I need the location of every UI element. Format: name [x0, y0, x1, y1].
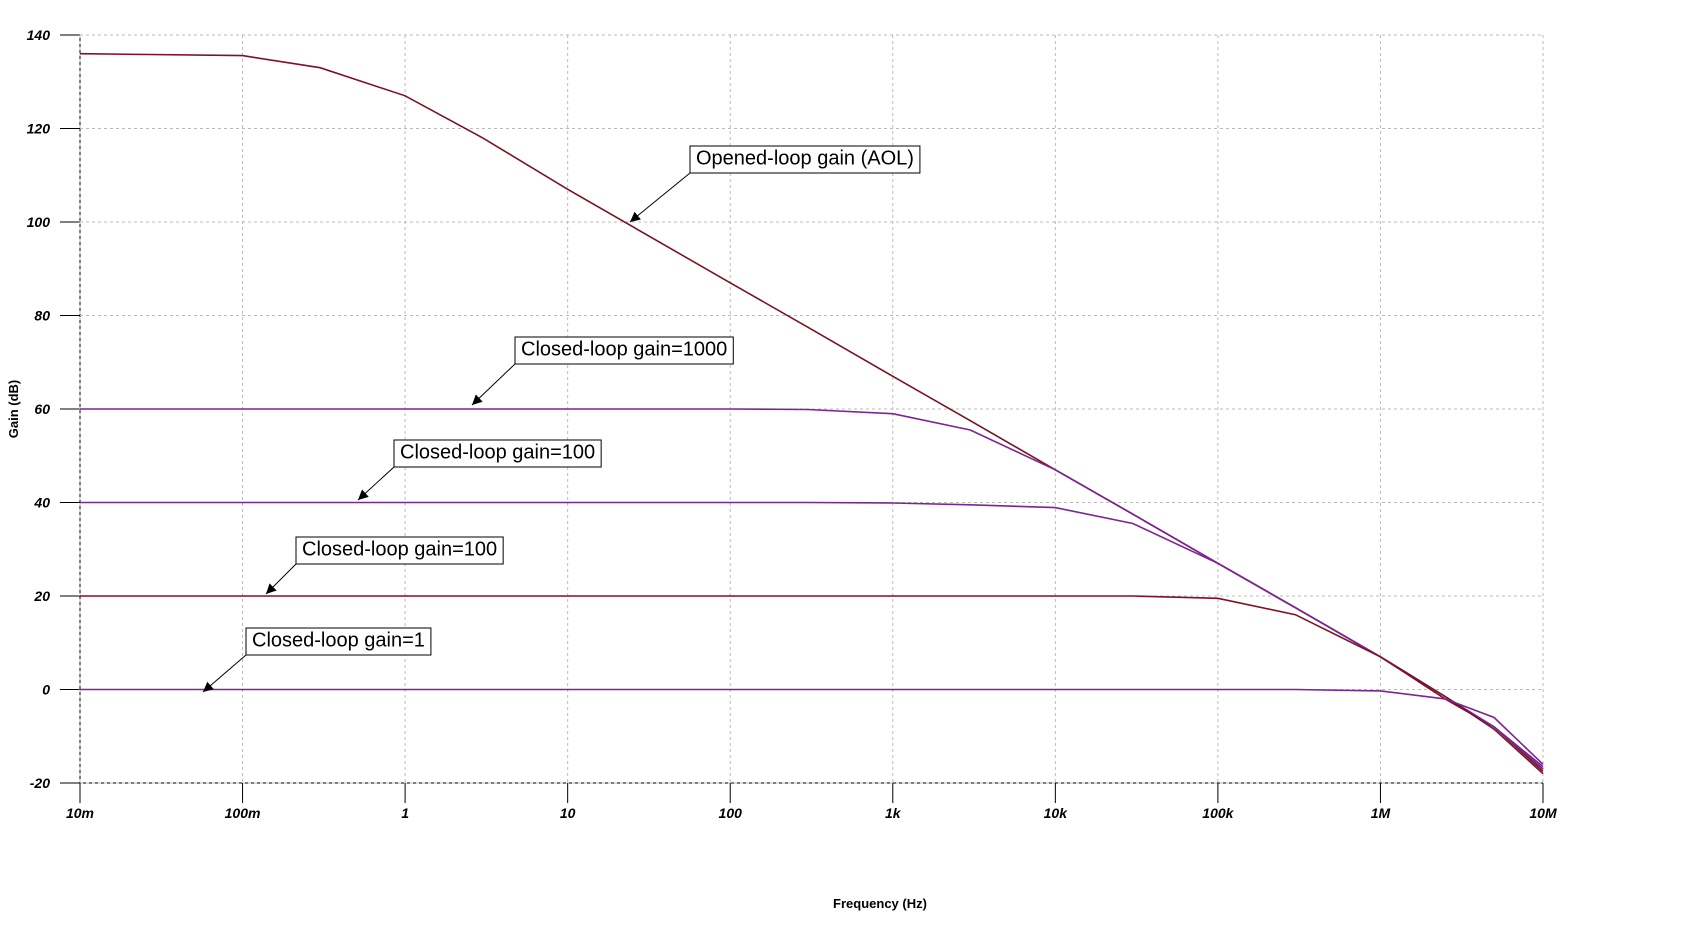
y-axis-label: Gain (dB) — [6, 380, 21, 439]
y-tick-label: 0 — [42, 682, 50, 698]
annotation-text: Closed-loop gain=1000 — [521, 338, 727, 360]
annotation-box — [689, 145, 921, 174]
annotation-text: Closed-loop gain=100 — [400, 441, 595, 463]
x-tick-label: 100m — [225, 805, 261, 821]
annotation-text: Closed-loop gain=1 — [252, 629, 425, 651]
x-tick-label: 10k — [1044, 805, 1069, 821]
annotation: Closed-loop gain=1 — [202, 627, 432, 693]
x-tick-label: 10 — [560, 805, 576, 821]
annotation-box — [393, 439, 602, 468]
annotation-arrow — [202, 654, 247, 693]
x-axis-label: Frequency (Hz) — [833, 896, 927, 911]
series-line — [80, 595, 1544, 775]
annotation-box — [514, 336, 734, 365]
annotation-box — [245, 627, 432, 656]
annotation-box — [295, 536, 504, 565]
annotation-arrow — [357, 466, 395, 501]
annotation-arrow — [629, 172, 691, 223]
series-line — [80, 408, 1544, 768]
x-tick-label: 10m — [66, 805, 94, 821]
x-tick-label: 1k — [885, 805, 902, 821]
y-tick-label: 120 — [27, 121, 51, 137]
y-tick-label: 60 — [34, 401, 50, 417]
y-tick-label: 20 — [33, 588, 50, 604]
annotation-text: Closed-loop gain=100 — [302, 538, 497, 560]
x-tick-label: 100k — [1202, 805, 1234, 821]
annotation: Closed-loop gain=1000 — [471, 336, 734, 406]
annotation: Closed-loop gain=100 — [357, 439, 602, 501]
y-tick-label: 100 — [27, 214, 51, 230]
annotation-arrow — [265, 563, 297, 595]
x-tick-label: 1 — [401, 805, 409, 821]
x-tick-label: 1M — [1371, 805, 1391, 821]
annotation-arrow — [471, 363, 516, 406]
y-tick-label: 40 — [33, 495, 50, 511]
x-tick-label: 100 — [719, 805, 743, 821]
x-tick-label: 10M — [1529, 805, 1557, 821]
y-tick-label: 80 — [34, 308, 50, 324]
annotation: Opened-loop gain (AOL) — [629, 145, 921, 223]
y-tick-label: -20 — [30, 775, 50, 791]
series-line — [80, 688, 1544, 765]
annotation-text: Opened-loop gain (AOL) — [696, 147, 914, 169]
annotation: Closed-loop gain=100 — [265, 536, 504, 595]
y-tick-label: 140 — [27, 27, 51, 43]
